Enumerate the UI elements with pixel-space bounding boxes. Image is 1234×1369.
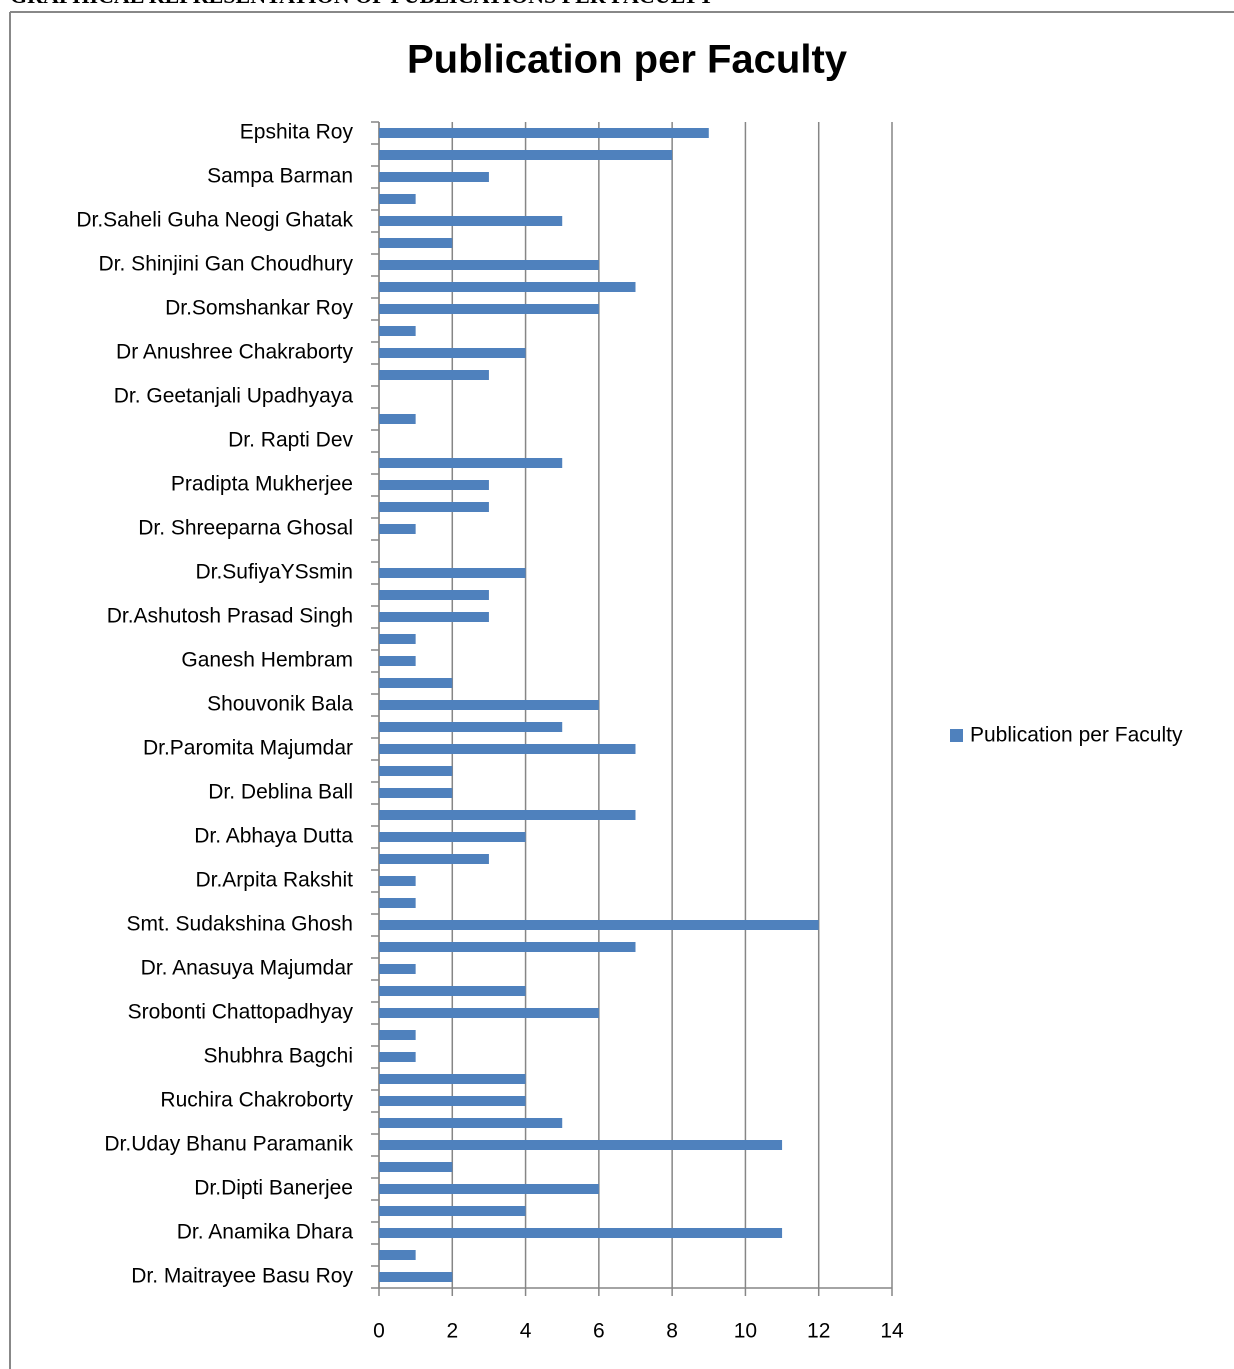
y-tick-label: Smt. Sudakshina Ghosh [127, 913, 353, 936]
x-tick-label: 8 [666, 1320, 678, 1343]
bar [379, 678, 453, 688]
bar [379, 1096, 526, 1106]
bar [379, 1008, 599, 1018]
y-tick-label: Dr. Rapti Dev [228, 429, 353, 452]
bar [379, 722, 563, 732]
bar [379, 766, 453, 776]
chart-title: Publication per Faculty [407, 38, 848, 82]
bar [379, 1250, 416, 1260]
y-tick-label: Sampa Barman [207, 165, 353, 188]
bar [379, 810, 636, 820]
y-tick-label: Dr.Saheli Guha Neogi Ghatak [76, 209, 353, 232]
x-tick-label: 10 [734, 1320, 757, 1343]
bar [379, 1272, 453, 1282]
x-tick-label: 12 [807, 1320, 830, 1343]
bar [379, 1162, 453, 1172]
bar [379, 1140, 783, 1150]
bar [379, 568, 526, 578]
bar [379, 986, 526, 996]
legend-label: Publication per Faculty [970, 724, 1183, 747]
bar [379, 1206, 526, 1216]
y-tick-label: Dr. Maitrayee Basu Roy [131, 1265, 353, 1288]
bar [379, 216, 563, 226]
bar [379, 876, 416, 886]
bar [379, 282, 636, 292]
y-tick-label: Dr. Shreeparna Ghosal [138, 517, 353, 540]
bar [379, 1052, 416, 1062]
bar [379, 194, 416, 204]
bar [379, 260, 599, 270]
page-header: GRAPHICAL REPRESENTATION OF PUBLICATIONS… [10, 0, 714, 8]
bar [379, 150, 673, 160]
bar [379, 128, 709, 138]
x-tick-label: 14 [880, 1320, 904, 1343]
bar [379, 656, 416, 666]
y-tick-label: Dr. Deblina Ball [208, 781, 353, 804]
bar [379, 744, 636, 754]
y-tick-label: Srobonti Chattopadhyay [128, 1001, 354, 1024]
x-tick-label: 0 [373, 1320, 385, 1343]
bar [379, 700, 599, 710]
bar [379, 370, 489, 380]
y-tick-label: Shubhra Bagchi [204, 1045, 353, 1068]
x-tick-label: 6 [593, 1320, 605, 1343]
bar [379, 304, 599, 314]
bar [379, 348, 526, 358]
bar [379, 854, 489, 864]
bar [379, 524, 416, 534]
bar [379, 326, 416, 336]
y-tick-label: Dr. Shinjini Gan Choudhury [99, 253, 354, 276]
x-tick-label: 4 [520, 1320, 532, 1343]
y-tick-label: Dr.Arpita Rakshit [195, 869, 353, 892]
y-tick-label: Dr.SufiyaYSsmin [195, 561, 353, 584]
y-tick-label: Dr. Anasuya Majumdar [141, 957, 353, 980]
bar [379, 898, 416, 908]
bar [379, 1228, 783, 1238]
bar [379, 964, 416, 974]
y-tick-label: Ruchira Chakroborty [160, 1089, 353, 1112]
bar [379, 612, 489, 622]
bar [379, 238, 453, 248]
y-tick-label: Pradipta Mukherjee [171, 473, 353, 496]
y-tick-label: Dr Anushree Chakraborty [116, 341, 353, 364]
x-tick-label: 2 [446, 1320, 458, 1343]
y-tick-label: Dr.Somshankar Roy [165, 297, 353, 320]
bar [379, 1030, 416, 1040]
y-tick-label: Dr.Ashutosh Prasad Singh [107, 605, 353, 628]
y-tick-label: Dr.Uday Bhanu Paramanik [104, 1133, 353, 1156]
bar [379, 480, 489, 490]
legend-swatch [950, 729, 963, 742]
y-tick-label: Ganesh Hembram [181, 649, 353, 672]
y-tick-label: Dr. Anamika Dhara [177, 1221, 354, 1244]
bar [379, 920, 819, 930]
bar [379, 590, 489, 600]
bar [379, 942, 636, 952]
y-tick-label: Dr.Paromita Majumdar [143, 737, 353, 760]
bar [379, 788, 453, 798]
y-tick-label: Dr.Dipti Banerjee [194, 1177, 353, 1200]
bar [379, 458, 563, 468]
bar [379, 634, 416, 644]
bar [379, 1184, 599, 1194]
y-tick-label: Epshita Roy [240, 121, 354, 144]
bar [379, 1118, 563, 1128]
bar [379, 832, 526, 842]
bar [379, 172, 489, 182]
y-tick-label: Dr. Abhaya Dutta [194, 825, 353, 848]
bar [379, 502, 489, 512]
y-tick-label: Dr. Geetanjali Upadhyaya [114, 385, 354, 408]
bar [379, 1074, 526, 1084]
y-tick-label: Shouvonik Bala [207, 693, 353, 716]
bar [379, 414, 416, 424]
